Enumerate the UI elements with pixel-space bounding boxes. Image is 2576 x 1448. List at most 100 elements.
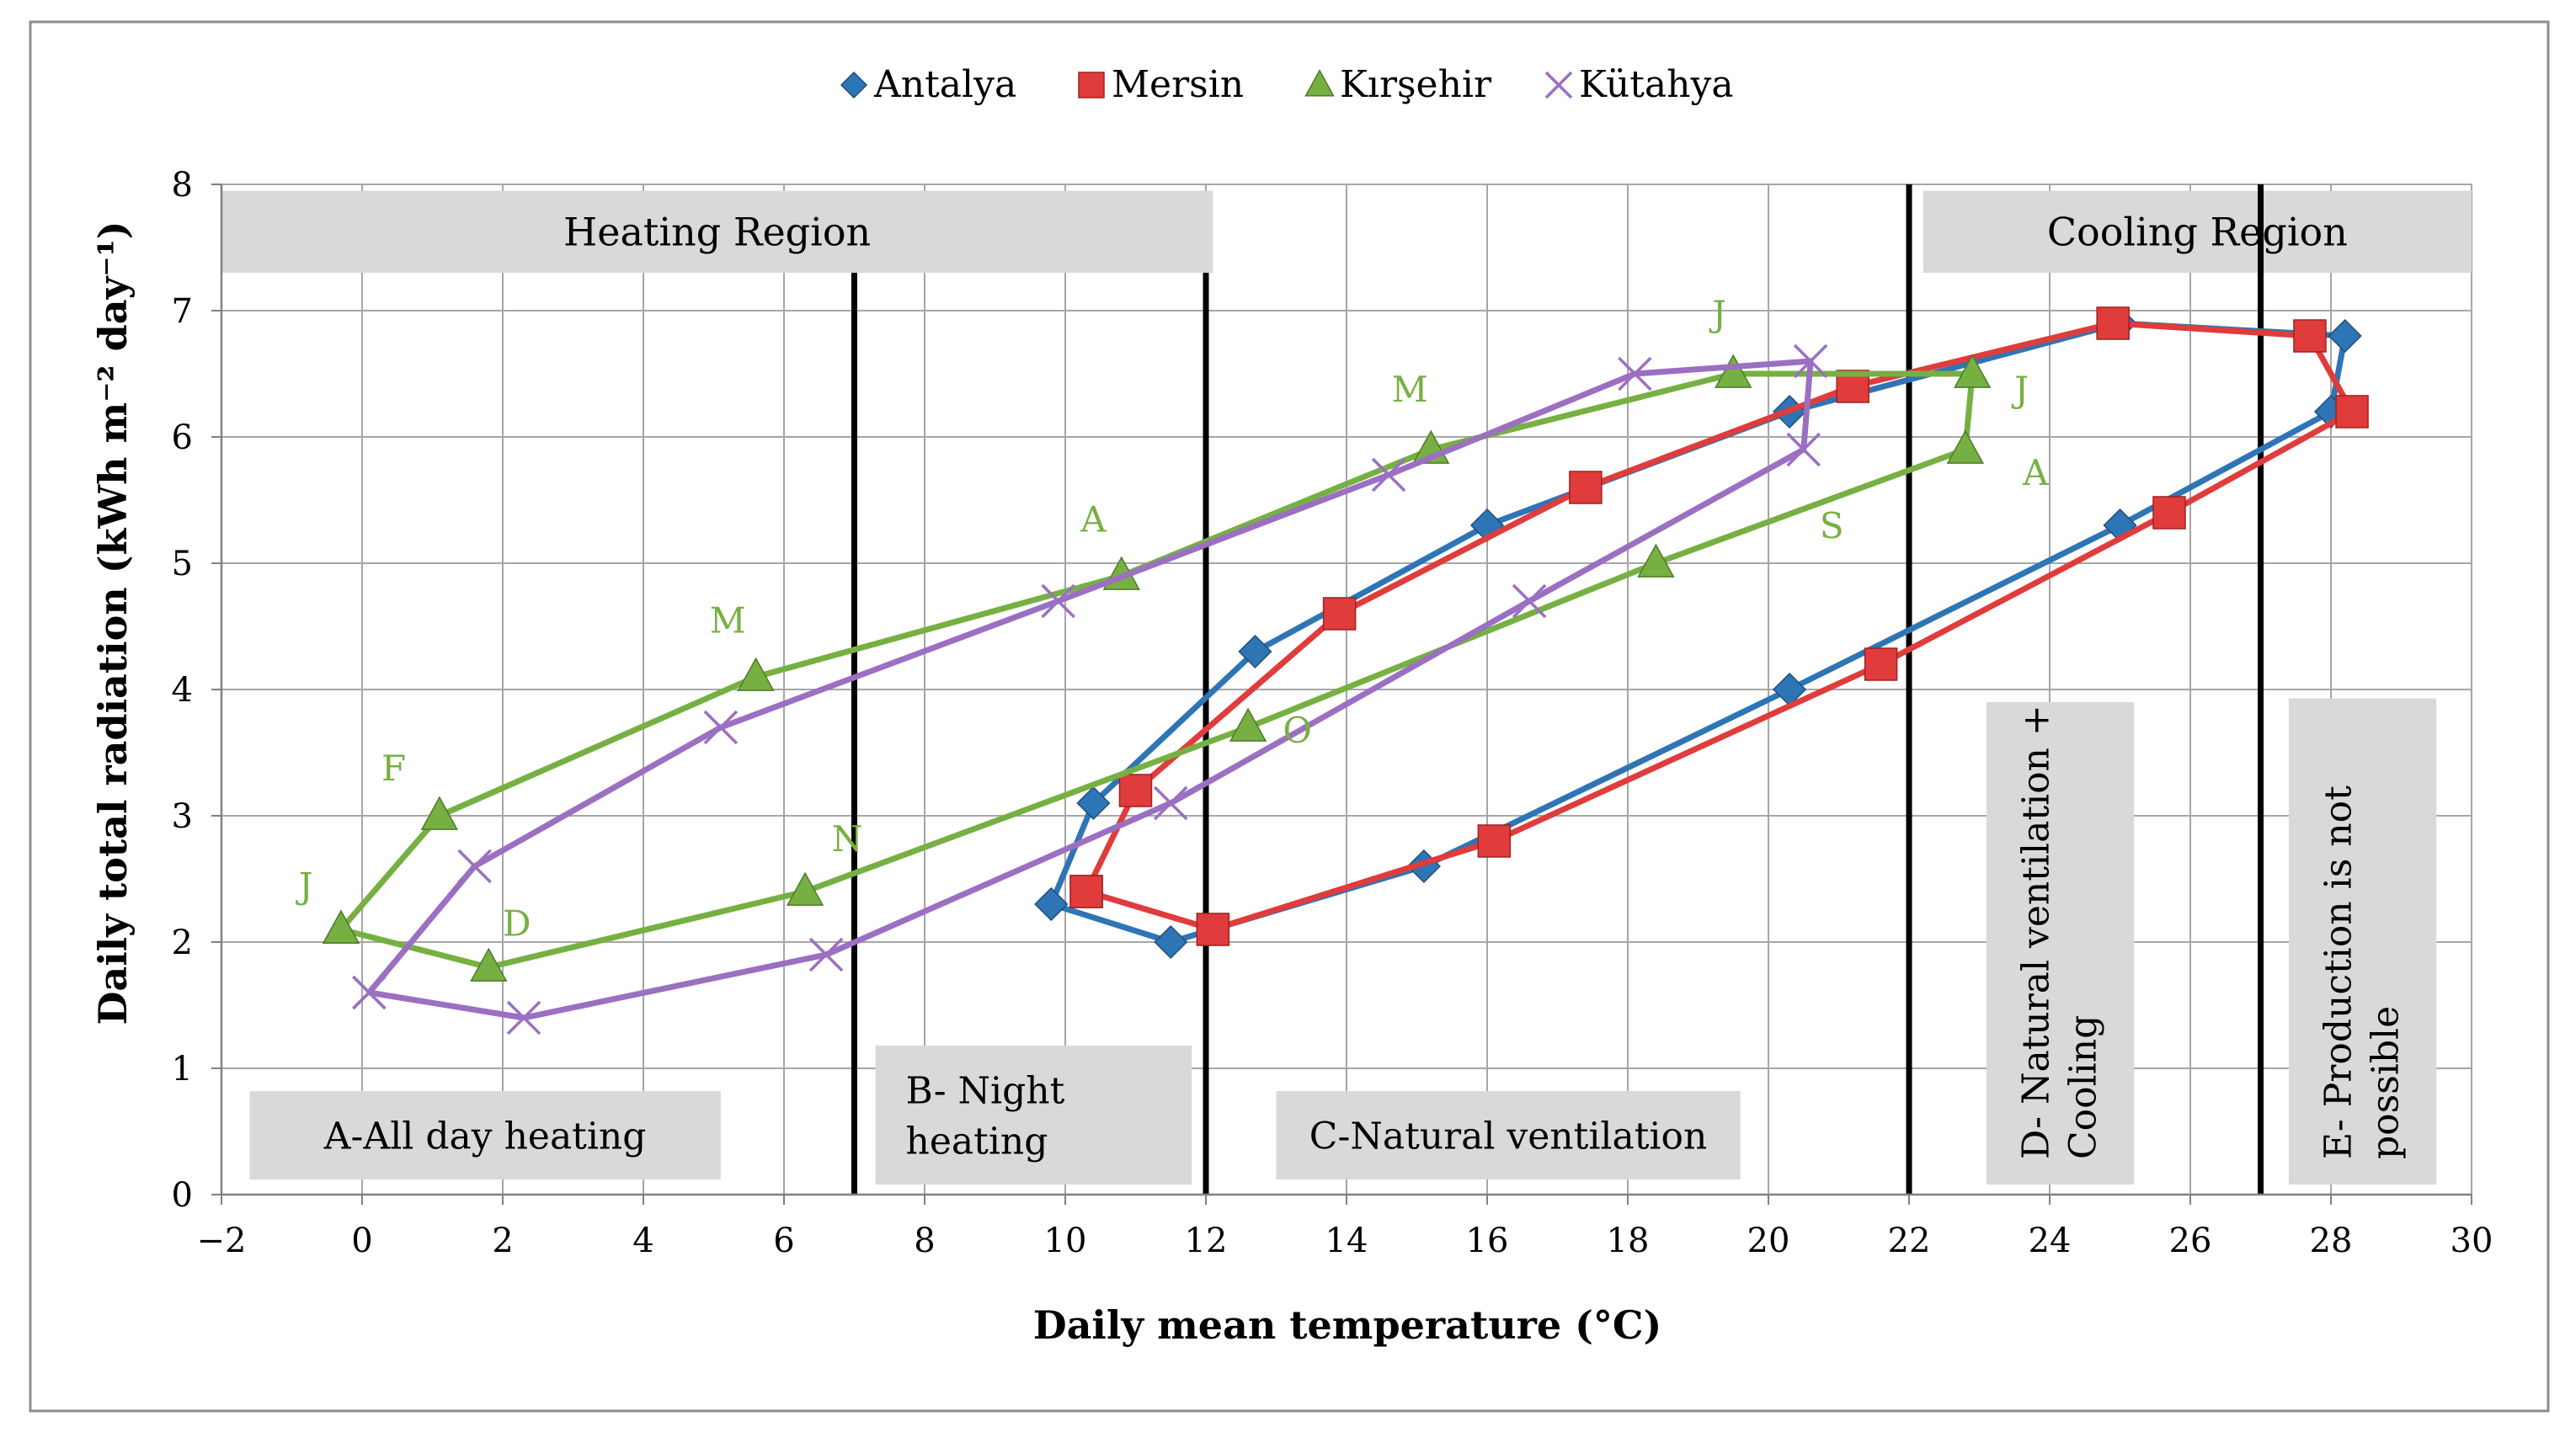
data-point-antalya [1238, 634, 1272, 669]
legend-marker-krehir [1304, 69, 1335, 97]
month-label: A [1080, 499, 1107, 540]
month-label: J [2011, 369, 2029, 410]
data-point-mersin [1196, 913, 1230, 946]
x-tick-label: 18 [1607, 1222, 1650, 1260]
data-point-mersin [1569, 471, 1603, 504]
x-tick-label: 28 [2310, 1222, 2353, 1260]
cross-stroke [1793, 343, 1828, 379]
data-point-mersin [2096, 306, 2130, 340]
cross-stroke [1371, 457, 1406, 492]
x-tick-label: 24 [2029, 1222, 2072, 1260]
x-tick-label: 22 [1888, 1222, 1931, 1260]
data-point-mersin [1118, 774, 1153, 807]
data-point-krehir [786, 871, 824, 906]
data-point-krehir [1229, 707, 1267, 742]
legend-label-krehir: Kırşehir [1340, 63, 1492, 106]
data-point-krehir [1953, 354, 1992, 388]
data-point-krehir [420, 796, 459, 830]
cross-stroke [703, 710, 739, 745]
month-label: M [1392, 369, 1428, 410]
x-axis-title: Daily mean temperature (°C) [1033, 1302, 1662, 1348]
cross-stroke [506, 1000, 541, 1035]
month-label: J [1709, 293, 1726, 334]
data-point-ktahya [457, 849, 492, 884]
x-tick-label: −2 [197, 1222, 247, 1260]
data-point-ktahya [808, 937, 844, 972]
y-tick-label: 5 [172, 545, 193, 583]
month-label: F [381, 748, 406, 789]
legend: Antalya Mersin Kırşehir Kütahya [840, 63, 1734, 106]
region-header-box [221, 190, 1213, 273]
data-point-krehir [1946, 429, 1984, 464]
zone-label-group: E- Production is not possible [2317, 785, 2408, 1159]
y-axis-title: Daily total radiation (kWh m⁻² day⁻¹) [90, 221, 136, 1025]
zone-box [2288, 698, 2437, 1184]
y-tick-label: 2 [172, 924, 193, 962]
legend-marker-ktahya [1544, 71, 1573, 99]
y-tick-label: 4 [172, 671, 193, 710]
x-tick-label: 14 [1325, 1222, 1368, 1260]
x-tick-label: 6 [773, 1222, 794, 1260]
data-point-ktahya [1371, 457, 1406, 492]
legend-marker-antalya [840, 71, 868, 99]
data-series [322, 306, 2369, 1035]
zone-label: B- Night [906, 1070, 1065, 1113]
month-label: N [832, 818, 863, 860]
cross-stroke [1041, 583, 1075, 619]
month-label: S [1820, 505, 1844, 546]
data-point-ktahya [1512, 583, 1547, 619]
month-labels: J F M A M J J A S O N D [296, 293, 2049, 945]
data-point-antalya [1076, 785, 1111, 821]
data-point-krehir [322, 909, 360, 944]
cross-stroke [1154, 785, 1188, 821]
x-tick-label: 4 [632, 1222, 653, 1260]
month-label: D [503, 903, 531, 945]
data-point-mersin [1069, 875, 1103, 908]
data-point-antalya [1034, 886, 1069, 922]
cross-stroke [1512, 583, 1547, 619]
region-header-label: Cooling Region [2047, 209, 2348, 254]
zone-label: heating [906, 1121, 1048, 1163]
month-label: A [2022, 452, 2049, 493]
data-point-mersin [1864, 647, 1898, 681]
data-point-ktahya [703, 710, 739, 745]
x-tick-label: 16 [1466, 1222, 1509, 1260]
legend-label-mersin: Mersin [1112, 63, 1244, 106]
y-tick-label: 1 [172, 1050, 193, 1089]
legend-label-ktahya: Kütahya [1579, 63, 1734, 106]
cross-stroke [1618, 356, 1652, 391]
data-point-mersin [1322, 597, 1357, 631]
data-point-ktahya [1618, 356, 1652, 391]
cross-stroke [352, 975, 387, 1010]
region-annotations: Heating Region Cooling Region A-All day he… [221, 184, 2472, 1195]
legend-marker-mersin [1078, 72, 1105, 98]
cross-stroke [457, 849, 492, 884]
cross-stroke [1786, 432, 1821, 467]
cross-stroke [808, 937, 844, 972]
data-point-ktahya [1154, 785, 1188, 821]
x-tick-label: 30 [2451, 1222, 2493, 1260]
data-point-antalya [1154, 924, 1188, 960]
data-point-mersin [2152, 496, 2186, 530]
data-point-ktahya [1786, 432, 1821, 467]
data-point-mersin [2335, 395, 2369, 429]
zone-label: Cooling [2062, 1015, 2105, 1159]
x-tick-label: 2 [492, 1222, 513, 1260]
zone-label: A-All day heating [323, 1115, 647, 1158]
zone-box [249, 1091, 721, 1179]
data-point-krehir [737, 657, 775, 691]
y-tick-label: 7 [172, 292, 193, 331]
zone-label-group: D- Natural ventilation + Cooling [2015, 705, 2105, 1159]
x-tick-label: 10 [1044, 1222, 1087, 1260]
data-point-krehir [470, 947, 508, 982]
zone-label: D- Natural ventilation + [2015, 705, 2058, 1159]
zone-box [875, 1046, 1192, 1184]
data-point-ktahya [1041, 583, 1075, 619]
data-point-krehir [1637, 543, 1675, 578]
region-header-label: Heating Region [563, 209, 871, 254]
data-point-krehir [1715, 354, 1752, 388]
x-tick-label: 20 [1747, 1222, 1790, 1260]
data-point-ktahya [506, 1000, 541, 1035]
